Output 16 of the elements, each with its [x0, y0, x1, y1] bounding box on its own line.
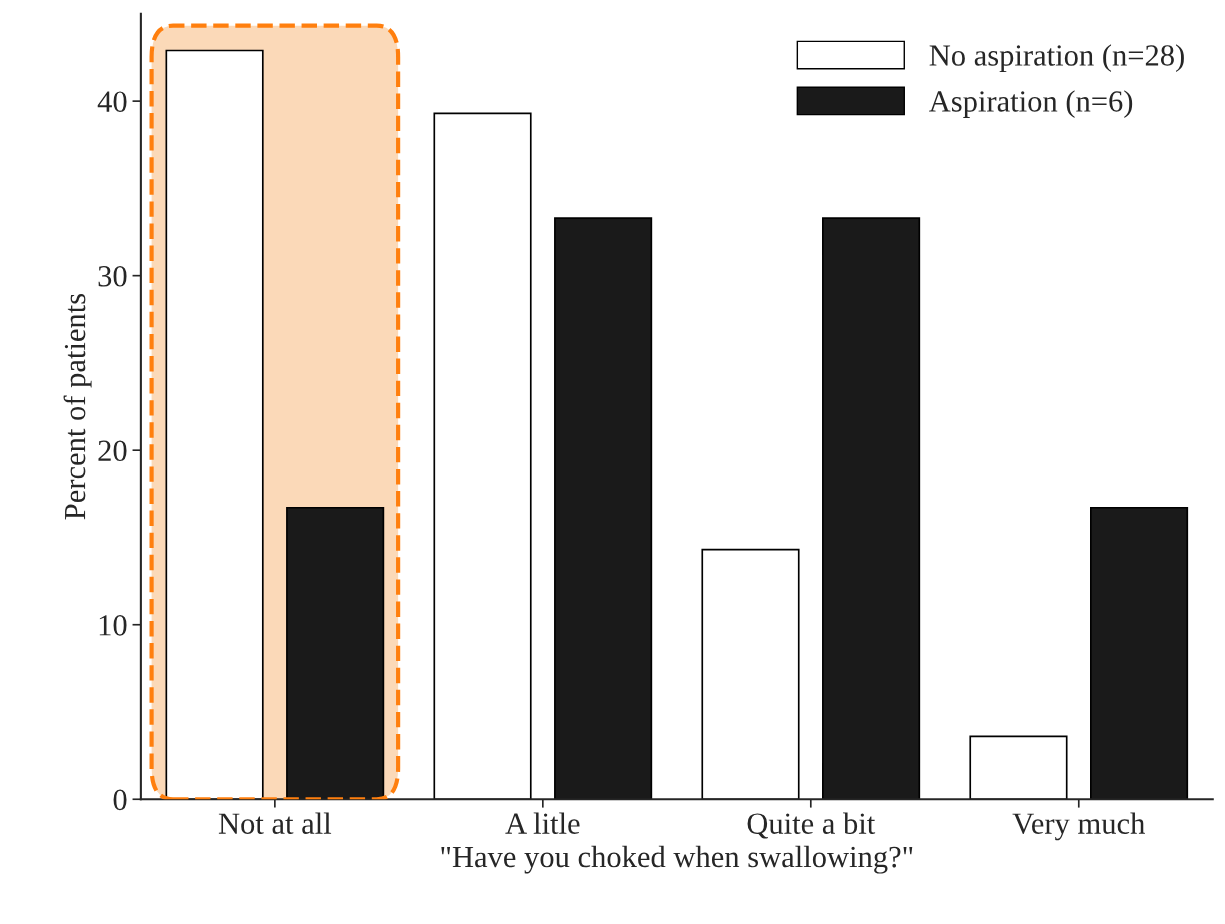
y-tick-label: 0 — [113, 789, 127, 811]
x-tick-label: A litle — [505, 812, 580, 834]
bar — [701, 548, 800, 800]
y-tick-label: 20 — [98, 440, 127, 462]
x-tick-label: Quite a bit — [747, 812, 876, 839]
y-tick-label: 40 — [97, 91, 127, 113]
x-axis-title: "Have you choked when swallowing?" — [441, 845, 913, 874]
y-axis-title: Percent of patients — [63, 293, 92, 520]
legend-label: No aspiration (n=28) — [929, 44, 1184, 73]
legend-label: Aspiration (n=6) — [929, 90, 1133, 118]
y-tick-label: 10 — [99, 615, 127, 636]
y-tick-label: 30 — [98, 265, 127, 287]
x-tick-label: Very much — [1012, 812, 1145, 841]
bar — [433, 112, 532, 800]
x-tick-label: Not at all — [218, 812, 332, 834]
bar — [969, 735, 1068, 800]
